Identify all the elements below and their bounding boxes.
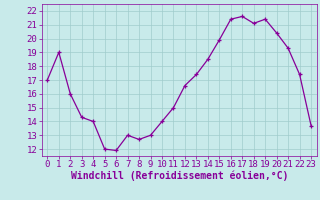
X-axis label: Windchill (Refroidissement éolien,°C): Windchill (Refroidissement éolien,°C) bbox=[70, 171, 288, 181]
